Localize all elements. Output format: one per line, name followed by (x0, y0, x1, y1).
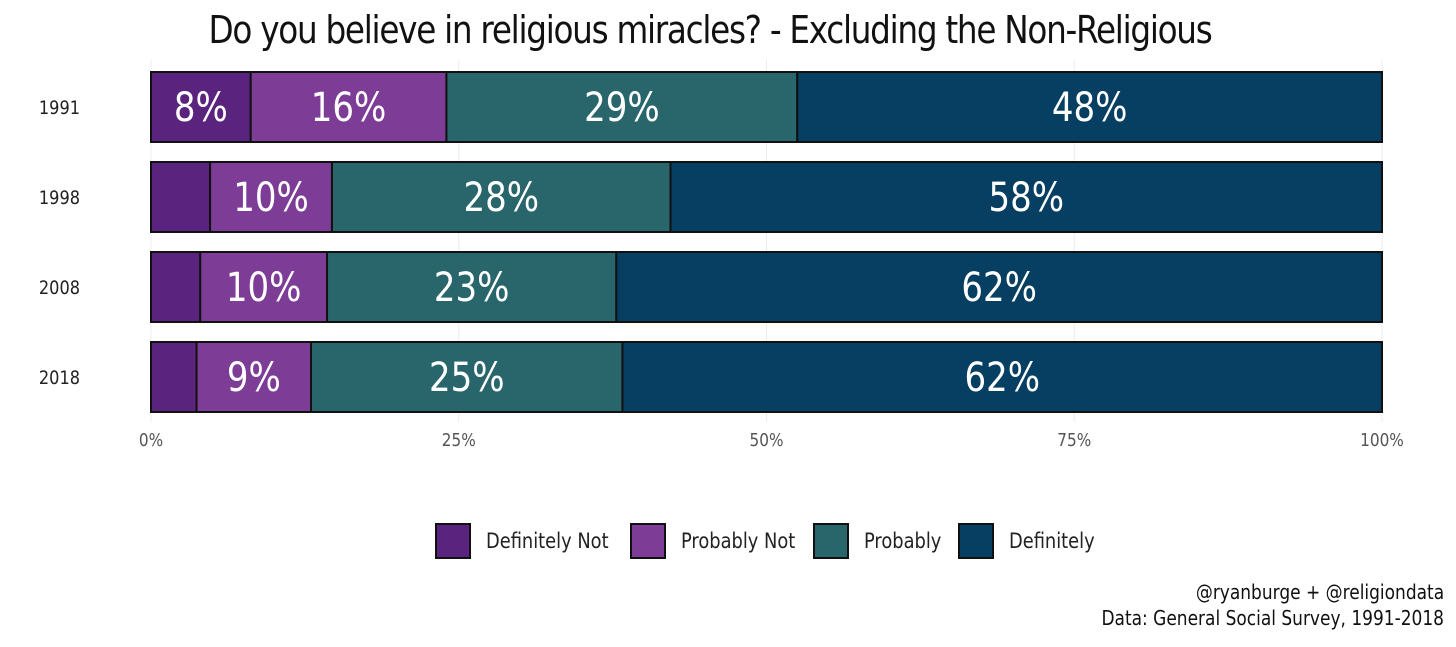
x-tick-label: 0% (139, 429, 163, 451)
data-label: 9% (227, 354, 281, 400)
data-label: 10% (233, 174, 309, 220)
data-label: 16% (311, 84, 387, 130)
data-label: 58% (988, 174, 1064, 220)
bar-segment (310, 341, 624, 413)
bar-segment (195, 341, 313, 413)
caption-source: Data: General Social Survey, 1991-2018 (1101, 606, 1444, 630)
data-label: 25% (429, 354, 505, 400)
x-tick-label: 100% (1360, 429, 1404, 451)
legend-label: Definitely (1009, 529, 1095, 554)
legend-key (435, 523, 471, 559)
y-tick-label: 1998 (39, 188, 80, 210)
bar-segment (249, 71, 448, 143)
legend-key (630, 523, 666, 559)
y-tick-label: 2018 (39, 368, 80, 390)
bar-segment (150, 161, 212, 233)
legend-label: Probably Not (681, 529, 796, 554)
data-label: 62% (961, 264, 1037, 310)
data-label: 48% (1052, 84, 1128, 130)
y-tick-label: 2008 (39, 278, 80, 300)
y-tick-label: 1991 (39, 98, 80, 120)
legend-key (813, 523, 849, 559)
data-label: 29% (584, 84, 660, 130)
legend-key (958, 523, 994, 559)
data-label: 10% (226, 264, 302, 310)
bar-segment (326, 251, 618, 323)
data-label: 62% (964, 354, 1040, 400)
bar-segment (199, 251, 329, 323)
bar-segment (150, 341, 198, 413)
bar-segment (330, 161, 672, 233)
chart-title: Do you believe in religious miracles? - … (208, 8, 1213, 52)
x-tick-label: 75% (1057, 429, 1091, 451)
legend-label: Definitely Not (486, 529, 609, 554)
data-label: 28% (463, 174, 539, 220)
bar-segment (621, 341, 1383, 413)
bar-segment (796, 71, 1383, 143)
bar-segment (150, 71, 252, 143)
bar-segment (150, 251, 202, 323)
x-tick-label: 50% (750, 429, 784, 451)
bar-segment (669, 161, 1383, 233)
bar-segment (615, 251, 1383, 323)
legend-label: Probably (864, 529, 941, 554)
x-tick-label: 25% (442, 429, 476, 451)
data-label: 8% (174, 84, 228, 130)
data-label: 23% (434, 264, 510, 310)
caption-credit: @ryanburge + @religiondata (1195, 580, 1444, 604)
